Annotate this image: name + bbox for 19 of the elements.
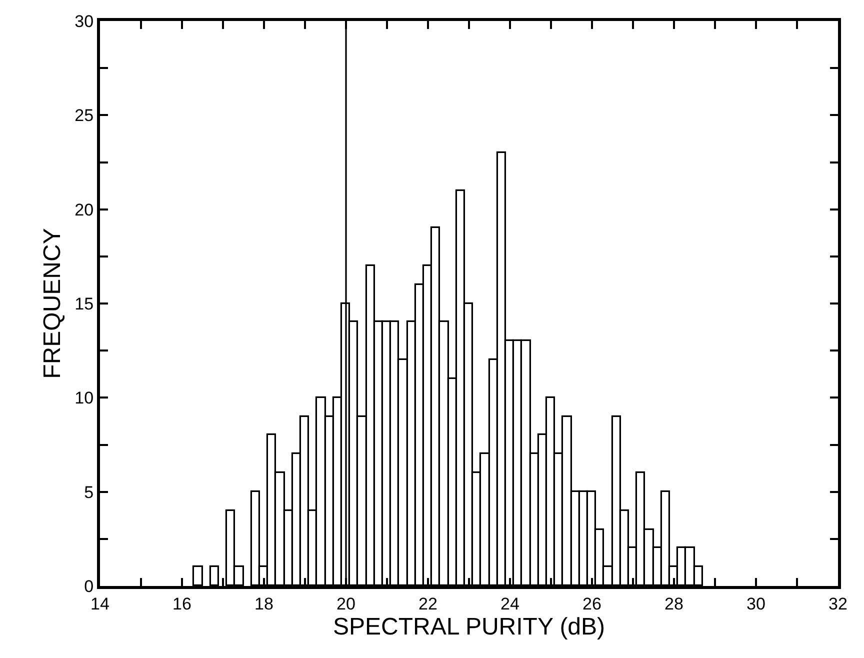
x-tick-label: 30 [746,594,766,614]
x-tick-label: 22 [418,594,438,614]
y-tick-label: 15 [74,294,94,314]
y-tick-label: 10 [74,388,94,408]
x-tick-label: 24 [500,594,520,614]
x-tick-label: 32 [828,594,848,614]
x-tick-label: 14 [90,594,110,614]
y-tick-label: 20 [74,200,94,220]
x-tick-label: 18 [254,594,274,614]
x-tick-label: 26 [582,594,602,614]
y-axis-title: FREQUENCY [38,228,66,379]
x-axis-title: SPECTRAL PURITY (dB) [332,614,606,641]
x-tick-label: 16 [172,594,192,614]
x-tick-label: 28 [664,594,684,614]
y-tick-label: 5 [84,482,94,502]
y-tick-label: 0 [84,576,94,596]
y-tick-label: 30 [74,12,94,31]
x-tick-label: 20 [336,594,356,614]
y-tick-label: 25 [74,106,94,126]
